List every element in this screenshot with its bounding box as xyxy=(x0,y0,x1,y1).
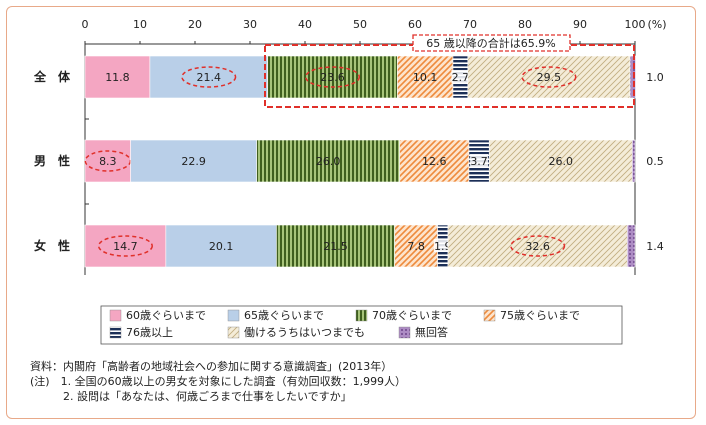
legend-swatch xyxy=(109,309,122,322)
category-label: 全 体 xyxy=(33,69,71,84)
seg-75 xyxy=(399,139,470,183)
bar-value-label: 12.6 xyxy=(422,155,447,168)
x-tick-label: 100 xyxy=(625,18,646,31)
seg-always xyxy=(447,224,628,268)
bar-value-label: 29.5 xyxy=(537,71,562,84)
x-tick-label: 50 xyxy=(353,18,367,31)
legend-swatch xyxy=(227,309,240,322)
seg-75 xyxy=(397,55,454,99)
source-note: 資料：内閣府「高齢者の地域社会への参加に関する意識調査」(2013年） xyxy=(30,360,393,373)
seg-70 xyxy=(256,139,400,183)
label-backdrop xyxy=(470,154,489,167)
seg-70 xyxy=(276,224,395,268)
seg-no-answer xyxy=(631,139,636,183)
x-tick-label: 10 xyxy=(133,18,147,31)
no-answer-value-label: 1.0 xyxy=(646,71,664,84)
annotation-text: 65 歳以降の合計は65.9% xyxy=(426,36,555,50)
seg-70 xyxy=(267,55,398,99)
bar-value-label: 10.1 xyxy=(413,71,438,84)
x-tick-label: 40 xyxy=(298,18,312,31)
no-answer-value-label: 1.4 xyxy=(646,240,664,253)
bar-value-label: 32.6 xyxy=(525,240,550,253)
note-2: 2. 設問は「あなたは、何歳ごろまで仕事をしたいですか」 xyxy=(30,390,352,403)
highlight-ellipse xyxy=(97,235,153,257)
label-backdrop xyxy=(451,70,470,83)
seg-65 xyxy=(149,55,268,99)
bar-value-label: 26.0 xyxy=(316,155,341,168)
seg-no-answer xyxy=(626,224,636,268)
bar-value-label: 3.7 xyxy=(470,155,488,168)
figure-frame xyxy=(6,6,696,419)
highlight-ellipse xyxy=(304,66,361,88)
bar-value-label: 14.7 xyxy=(113,240,138,253)
x-tick-label: 0 xyxy=(82,18,89,31)
bar-value-label: 21.4 xyxy=(197,71,222,84)
label-backdrop xyxy=(433,239,452,252)
highlight-ellipse xyxy=(181,66,237,88)
x-tick-label: 80 xyxy=(518,18,532,31)
bar-value-label: 23.6 xyxy=(320,71,345,84)
seg-65 xyxy=(165,224,277,268)
annotation-label-box xyxy=(412,34,571,52)
x-tick-label: 30 xyxy=(243,18,257,31)
bar-value-label: 26.0 xyxy=(549,155,574,168)
seg-no-answer xyxy=(629,55,636,99)
bar-value-label: 2.7 xyxy=(452,71,470,84)
legend-label: 70歳ぐらいまで xyxy=(372,309,452,322)
note-1: (注) 1. 全国の60歳以上の男女を対象にした調査（有効回収数：1,999人） xyxy=(30,375,407,388)
legend-swatch xyxy=(355,309,368,322)
seg-65 xyxy=(130,139,257,183)
bar-value-label: 22.9 xyxy=(181,155,206,168)
legend-label: 働けるうちはいつまでも xyxy=(244,326,365,339)
legend-swatch xyxy=(109,326,122,339)
bar-value-label: 8.3 xyxy=(99,155,117,168)
highlight-ellipse xyxy=(521,66,577,88)
seg-always xyxy=(467,55,631,99)
no-answer-value-label: 0.5 xyxy=(646,155,664,168)
seg-60 xyxy=(84,55,151,99)
x-tick-label: 60 xyxy=(408,18,422,31)
legend-swatch xyxy=(483,309,496,322)
bar-value-label: 11.8 xyxy=(105,71,130,84)
category-label: 男 性 xyxy=(34,153,70,168)
legend-label: 65歳ぐらいまで xyxy=(244,309,324,322)
x-unit-label: (%) xyxy=(647,18,666,31)
x-tick-label: 70 xyxy=(463,18,477,31)
category-label: 女 性 xyxy=(34,238,70,253)
x-tick-label: 90 xyxy=(573,18,587,31)
bar-value-label: 1.9 xyxy=(434,240,452,253)
bar-value-label: 21.5 xyxy=(323,240,348,253)
highlight-ellipse xyxy=(510,235,566,257)
legend-swatch xyxy=(398,326,411,339)
legend-swatch xyxy=(227,326,240,339)
bar-value-label: 7.8 xyxy=(407,240,425,253)
legend-label: 75歳ぐらいまで xyxy=(500,309,580,322)
legend-label: 76歳以上 xyxy=(126,326,173,339)
legend-label: 無回答 xyxy=(415,325,448,339)
legend-label: 60歳ぐらいまで xyxy=(126,309,206,322)
seg-75 xyxy=(394,224,438,268)
bar-value-label: 20.1 xyxy=(209,240,234,253)
x-tick-label: 20 xyxy=(188,18,202,31)
seg-always xyxy=(488,139,633,183)
